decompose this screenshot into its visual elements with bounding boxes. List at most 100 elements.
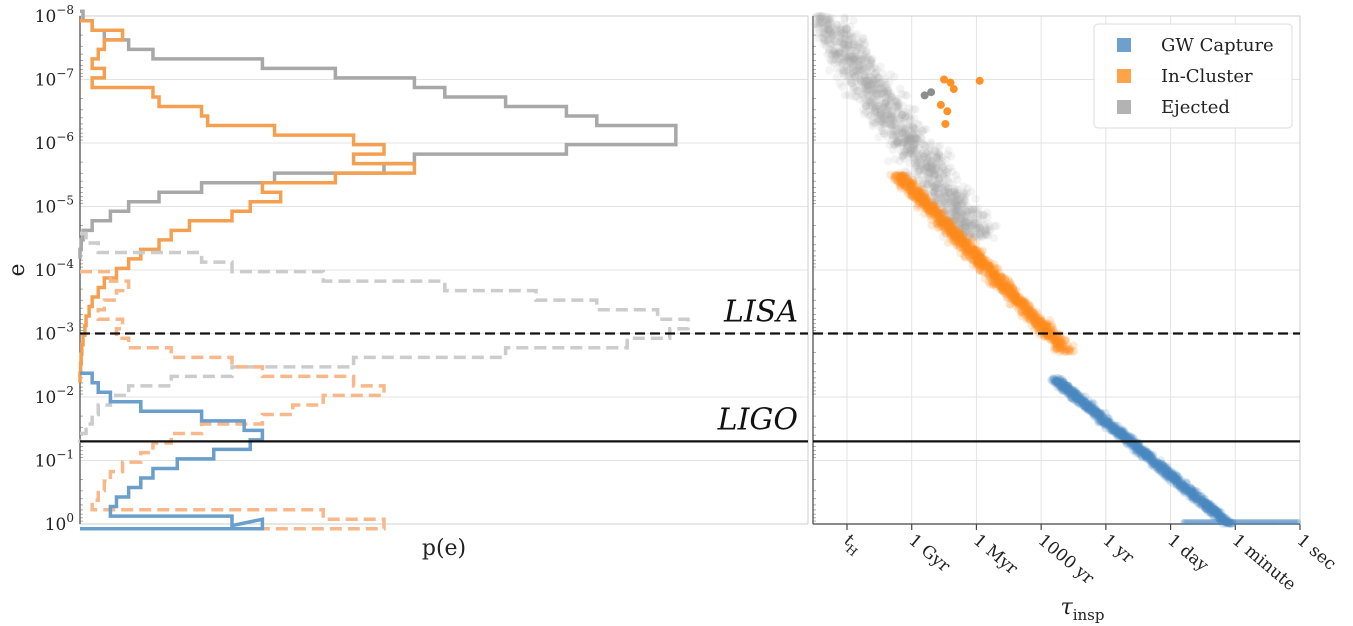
scatter-point [978, 257, 988, 267]
scatter-point [981, 229, 990, 239]
scatter-point [908, 185, 918, 194]
scatter-point [1064, 346, 1073, 355]
scatter-point [951, 191, 961, 200]
scatter-point [1036, 314, 1045, 323]
scatter-point [962, 217, 972, 226]
scatter-point [865, 111, 875, 121]
scatter-point [977, 233, 986, 242]
scatter-point [1010, 296, 1019, 305]
scatter-point [903, 189, 912, 198]
scatter-point [1011, 291, 1020, 301]
scatter-point [986, 225, 995, 234]
scatter-point [877, 126, 886, 135]
scatter-point [923, 203, 932, 213]
scatter-point [947, 195, 957, 204]
scatter-point [892, 124, 902, 134]
scatter-point [923, 172, 932, 182]
scatter-point [840, 66, 850, 75]
scatter-point [909, 181, 918, 191]
scatter-point [905, 178, 915, 187]
scatter-point [860, 40, 869, 50]
scatter-point [1028, 308, 1038, 318]
scatter-point [944, 189, 954, 198]
scatter-point [905, 159, 914, 168]
scatter-point [918, 126, 927, 135]
scatter-point [899, 139, 908, 148]
scatter-point [1045, 335, 1054, 344]
scatter-point [923, 167, 933, 177]
scatter-point [859, 84, 868, 93]
scatter-point [909, 140, 918, 150]
scatter-point [910, 134, 919, 144]
scatter-point [958, 239, 967, 248]
scatter-point [1030, 312, 1040, 322]
scatter-point [953, 206, 962, 215]
scatter-point [815, 14, 825, 23]
scatter-point [1049, 335, 1058, 345]
scatter-point [997, 271, 1006, 281]
scatter-point [1021, 305, 1030, 315]
scatter-point [927, 165, 937, 174]
scatter-point [945, 199, 955, 208]
scatter-point [949, 207, 959, 217]
scatter-point [901, 111, 911, 120]
scatter-point [890, 119, 899, 129]
scatter-point [989, 266, 999, 275]
scatter-point [946, 228, 956, 237]
scatter-point [902, 91, 912, 100]
scatter-point [913, 187, 922, 196]
scatter-point [939, 197, 949, 206]
scatter-point [951, 190, 960, 199]
scatter-point [890, 172, 899, 181]
scatter-point [907, 185, 917, 195]
scatter-point [990, 270, 1000, 279]
scatter-point [945, 220, 954, 229]
scatter-point [921, 159, 930, 169]
scatter-point [862, 78, 872, 87]
scatter-point [855, 55, 864, 64]
scatter-point [969, 245, 978, 254]
scatter-point [944, 227, 953, 236]
scatter-point [978, 215, 988, 224]
scatter-point [915, 193, 924, 202]
scatter-point [931, 195, 940, 205]
x-axis-label: τinsp [1061, 595, 1105, 624]
scatter-point [1048, 335, 1057, 344]
scatter-point [854, 43, 863, 53]
scatter-point [870, 63, 879, 73]
scatter-point [912, 129, 921, 138]
scatter-point [903, 151, 913, 160]
scatter-point [922, 200, 931, 210]
scatter-point [931, 171, 940, 181]
scatter-point [824, 29, 833, 39]
scatter-point [941, 191, 950, 201]
scatter-point [845, 42, 855, 52]
scatter-point [922, 162, 932, 171]
scatter-point [870, 105, 880, 114]
scatter-point [826, 32, 836, 41]
scatter-point [938, 209, 947, 218]
scatter-point [945, 188, 954, 198]
scatter-point [891, 103, 901, 112]
scatter-point [903, 144, 913, 154]
scatter-point [989, 233, 999, 243]
scatter-point [940, 209, 949, 218]
scatter-point [932, 152, 941, 162]
scatter-point [871, 68, 880, 78]
scatter-point [1014, 292, 1024, 302]
scatter-point [882, 97, 891, 106]
scatter-point [856, 77, 866, 87]
scatter-point [929, 201, 938, 210]
scatter-point [1011, 291, 1020, 300]
scatter-point [991, 268, 1001, 278]
scatter-point [847, 63, 856, 73]
scatter-point [854, 63, 863, 73]
scatter-point [967, 221, 976, 230]
scatter-point [950, 232, 959, 241]
scatter-point [845, 46, 854, 55]
scatter-point [841, 24, 851, 34]
scatter-point [947, 219, 956, 229]
scatter-point [887, 114, 896, 124]
scatter-point [1033, 324, 1042, 334]
scatter-point [865, 62, 874, 71]
